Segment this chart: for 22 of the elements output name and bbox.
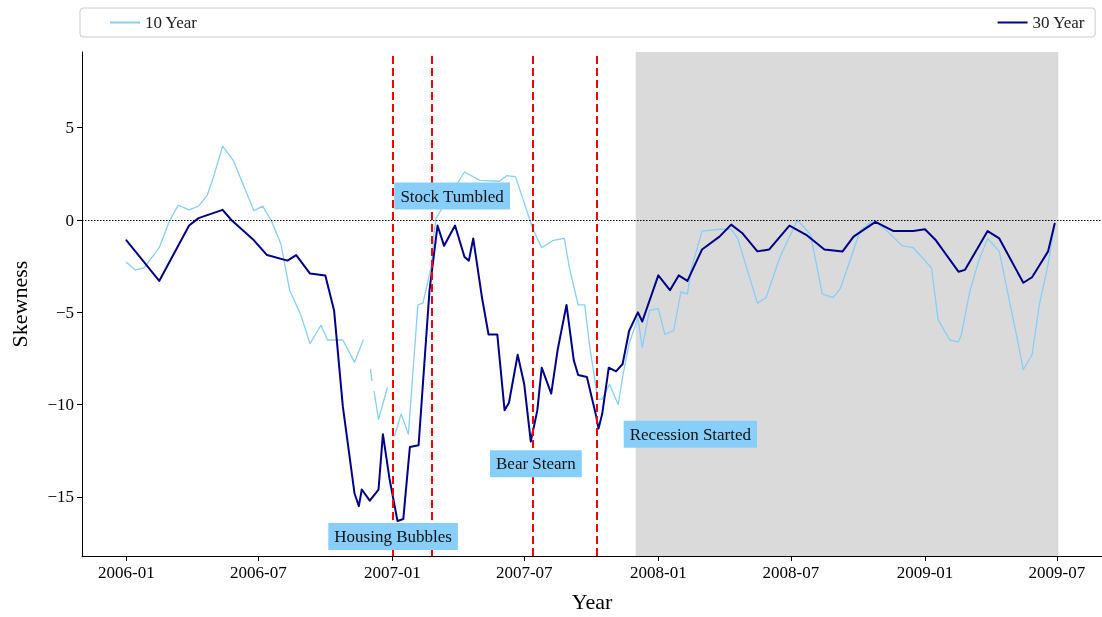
y-tick-label: 5 — [65, 118, 74, 138]
y-tick-label: −10 — [47, 395, 74, 415]
y-tick-label: −5 — [55, 302, 74, 322]
y-axis-title: Skewness — [6, 260, 32, 348]
annotation: Bear Stearn — [496, 454, 577, 474]
x-tick-label: 2007-07 — [495, 563, 554, 582]
legend-label: 10 Year — [145, 13, 198, 32]
x-tick-label: 2008-07 — [762, 563, 820, 582]
x-tick-label: 2009-07 — [1028, 563, 1086, 582]
x-tick-label: 2009-01 — [896, 563, 954, 582]
y-tick-label: 0 — [65, 210, 74, 230]
annotation: Recession Started — [629, 424, 752, 444]
x-tick-label: 2008-01 — [629, 563, 687, 582]
annotation: Stock Tumbled — [400, 186, 505, 206]
legend-label: 30 Year — [1032, 13, 1085, 32]
x-axis-title: Year — [571, 588, 613, 614]
x-tick-label: 2006-07 — [229, 563, 288, 582]
x-tick-label: 2007-01 — [364, 563, 421, 582]
x-tick-label: 2006-01 — [98, 563, 155, 582]
line-series — [125, 208, 1056, 522]
annotation: Housing Bubbles — [334, 527, 452, 547]
y-tick-label: −15 — [47, 487, 74, 507]
